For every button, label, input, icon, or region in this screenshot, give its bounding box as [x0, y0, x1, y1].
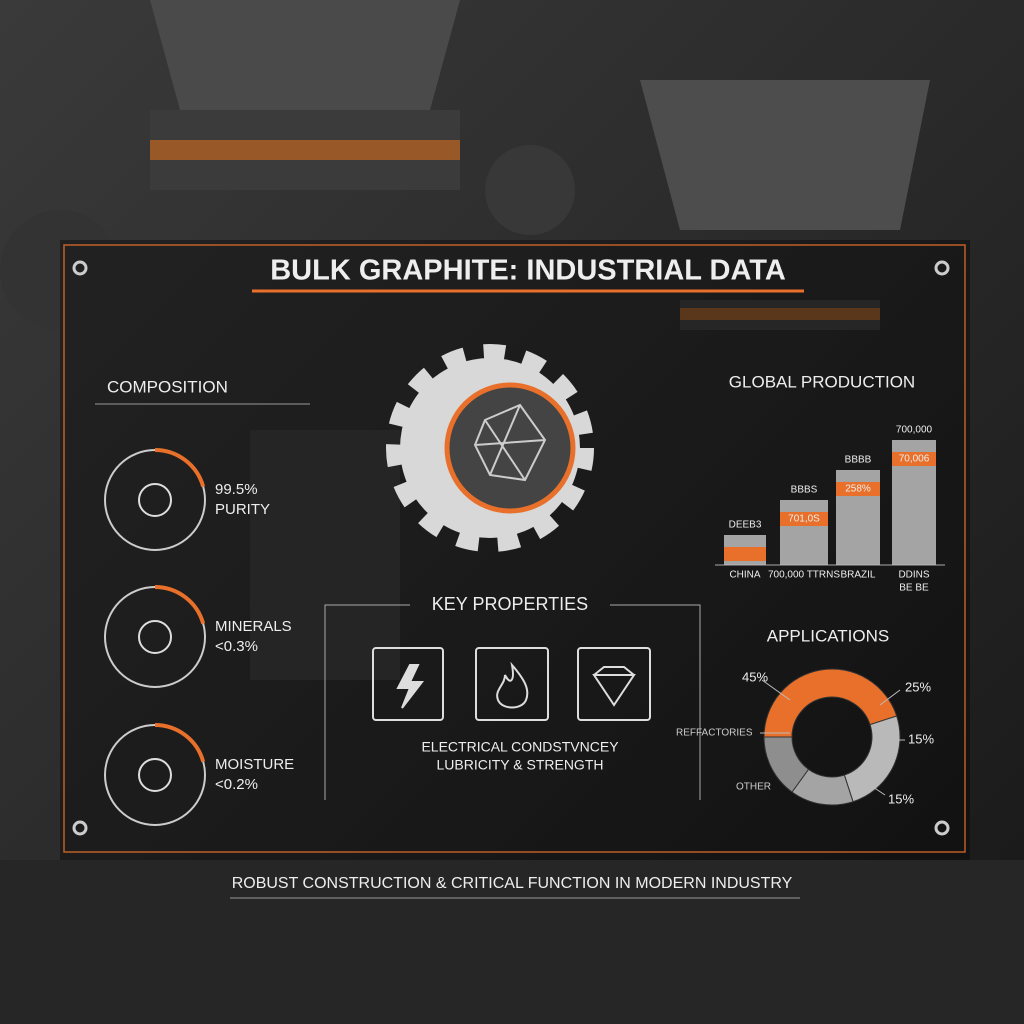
production-band	[724, 547, 766, 561]
value-label: 15%	[888, 791, 914, 806]
composition-arc	[154, 448, 206, 488]
corner-rivets	[72, 260, 950, 836]
property-line: LUBRICITY & STRENGTH	[437, 757, 604, 773]
bar-top-label: BBBS	[791, 485, 818, 496]
composition-value: MOISTURE	[215, 756, 294, 773]
donut-segment	[763, 668, 898, 738]
properties-frame	[324, 604, 701, 800]
bar-label: CHINA	[729, 570, 760, 581]
composition-label: <0.3%	[215, 638, 258, 655]
applications-title: APPLICATIONS	[767, 626, 890, 645]
composition-icon	[138, 758, 172, 792]
footer: ROBUST CONSTRUCTION & CRITICAL FUNCTION …	[232, 875, 793, 892]
bar-top-label: DEEB3	[729, 520, 762, 531]
production-band	[780, 512, 828, 526]
category-label: OTHER	[736, 782, 771, 793]
title: BULK GRAPHITE: INDUSTRIAL DATA	[270, 255, 786, 287]
bar-top-label: 700,000	[896, 425, 933, 436]
bar-label: BRAZIL	[840, 570, 875, 581]
bar-inner-label: 701,0S	[788, 514, 820, 525]
production-title: GLOBAL PRODUCTION	[729, 372, 915, 391]
production-band	[892, 452, 936, 466]
category-label: REFFACTORIES	[676, 728, 753, 739]
composition-label: PURITY	[215, 501, 270, 518]
panel-border	[63, 244, 966, 853]
value-label: 25%	[905, 679, 931, 694]
composition-label: <0.2%	[215, 776, 258, 793]
bar-sublabel: BE BE	[899, 583, 929, 594]
composition-arc	[154, 723, 206, 763]
composition-value: 99.5%	[215, 481, 258, 498]
leader-lines	[760, 679, 905, 796]
property-icons	[372, 647, 651, 721]
composition-icon	[138, 620, 172, 654]
value-label: 15%	[908, 731, 934, 746]
composition-value: MINERALS	[215, 618, 292, 635]
composition-icon	[138, 483, 172, 517]
bar-inner-label: 258%	[845, 484, 871, 495]
properties-title: KEY PROPERTIES	[432, 594, 588, 614]
donut-segment	[763, 736, 810, 793]
bar-top-label: BBBB	[845, 455, 872, 466]
composition-title: COMPOSITION	[107, 377, 228, 396]
production-band	[836, 482, 880, 496]
bar-inner-label: 70,006	[899, 454, 930, 465]
production-bar	[780, 500, 828, 565]
bar-label: DDINS	[898, 570, 929, 581]
bar-label: 700,000 TTRNS	[768, 570, 840, 581]
value-label: 45%	[742, 669, 768, 684]
composition-arc	[154, 585, 206, 625]
property-line: ELECTRICAL CONDSTVNCEY	[421, 739, 619, 755]
gear	[386, 344, 594, 552]
content: 99.5% PURITY MINERALS <0.3% MOISTURE <0.2% ELE…	[104, 372, 945, 826]
